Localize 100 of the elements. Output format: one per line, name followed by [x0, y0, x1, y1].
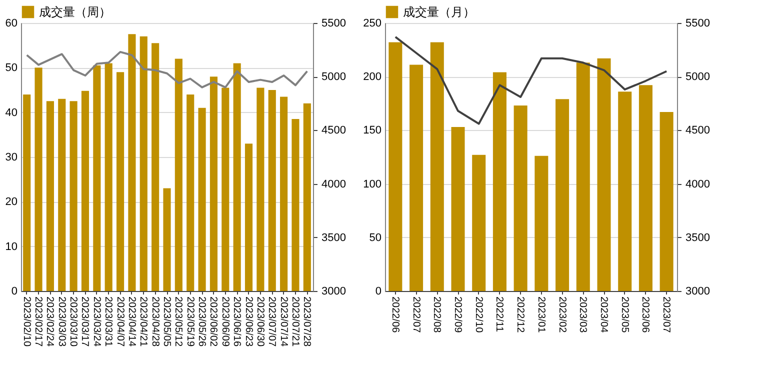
- x-tick-label: 2023/02/17: [32, 296, 44, 347]
- bar: [152, 43, 160, 291]
- bar: [46, 101, 54, 291]
- x-tick-label: 2023/03/31: [102, 296, 114, 347]
- y-tick-label: 0: [375, 286, 382, 298]
- y-tick-label: 50: [369, 232, 382, 244]
- y2-tick-label: 3000: [686, 286, 710, 298]
- x-tick-label: 2023/03/03: [56, 296, 67, 347]
- y-tick-label: 250: [363, 18, 382, 30]
- bar: [576, 62, 590, 291]
- legend-label: 成交量（月）: [403, 5, 475, 19]
- bar: [104, 63, 112, 291]
- x-tick-label: 2023/04: [598, 296, 609, 334]
- bar: [618, 92, 632, 291]
- bar: [534, 156, 548, 291]
- y2-tick-label: 5000: [322, 71, 346, 84]
- bar: [140, 36, 148, 291]
- y-tick-label: 60: [5, 18, 18, 30]
- x-tick-label: 2023/04/07: [114, 296, 126, 347]
- bar: [198, 108, 206, 291]
- bar: [70, 101, 78, 291]
- x-tick-label: 2023/03/17: [79, 296, 90, 347]
- x-tick-label: 2023/06/09: [219, 296, 230, 347]
- bar: [597, 58, 611, 291]
- x-tick-label: 2023/06: [640, 296, 651, 334]
- bar: [163, 188, 171, 291]
- y2-tick-label: 4500: [686, 124, 710, 137]
- x-tick-label: 2023/07/21: [289, 296, 300, 347]
- x-tick-label: 2023/03: [577, 296, 588, 334]
- x-tick-label: 2023/06/02: [208, 296, 219, 347]
- line-series: [394, 36, 668, 125]
- y-tick-label: 20: [5, 196, 18, 208]
- bar: [638, 85, 652, 291]
- y-tick-label: 150: [363, 124, 382, 137]
- bar: [81, 90, 90, 291]
- bar: [492, 72, 506, 291]
- x-tick-label: 2022/09: [452, 296, 463, 334]
- bar: [256, 88, 264, 291]
- y2-tick-label: 5000: [686, 71, 710, 84]
- bar: [93, 65, 101, 291]
- bar: [128, 34, 136, 291]
- y2-tick-label: 5500: [322, 18, 346, 30]
- bar: [303, 103, 311, 291]
- bar: [268, 90, 276, 291]
- y-tick-label: 0: [11, 286, 18, 298]
- bar: [292, 119, 300, 291]
- x-tick-label: 2022/07: [410, 296, 422, 334]
- bar: [388, 42, 402, 291]
- x-tick-label: 2023/07: [660, 296, 672, 334]
- y-tick-label: 40: [5, 106, 18, 119]
- x-tick-label: 2023/04/28: [149, 296, 160, 347]
- y-tick-label: 100: [363, 178, 382, 190]
- legend-label: 成交量（周）: [39, 5, 111, 19]
- x-tick-label: 2022/06: [389, 296, 400, 334]
- bar: [556, 99, 570, 291]
- x-tick-label: 2022/08: [431, 296, 442, 334]
- bar: [23, 94, 31, 291]
- x-tick-label: 2023/04/21: [138, 296, 149, 347]
- x-tick-label: 2023/02: [556, 296, 568, 334]
- x-tick-label: 2023/03/24: [90, 296, 102, 347]
- x-tick-label: 2023/05/12: [172, 296, 184, 347]
- x-tick-label: 2023/07/28: [301, 296, 312, 347]
- x-tick-label: 2023/03/10: [68, 296, 79, 347]
- y-tick-label: 200: [363, 71, 382, 84]
- bar: [210, 76, 218, 291]
- x-tick-label: 2023/05/05: [161, 296, 172, 347]
- x-tick-label: 2023/06/16: [231, 296, 242, 347]
- x-tick-label: 2023/05/19: [184, 296, 196, 347]
- x-tick-label: 2023/02/24: [44, 296, 56, 347]
- y-tick-label: 10: [5, 240, 18, 253]
- x-tick-label: 2023/07/14: [278, 296, 289, 347]
- x-tick-label: 2023/07/07: [266, 296, 278, 347]
- x-tick-label: 2023/01: [535, 296, 546, 334]
- bar: [222, 88, 230, 291]
- y2-tick-label: 5500: [686, 18, 710, 30]
- x-tick-label: 2022/12: [514, 296, 526, 334]
- bar: [472, 154, 486, 291]
- x-tick-label: 2023/06/23: [242, 296, 254, 347]
- x-tick-label: 2023/05: [618, 296, 630, 334]
- y-tick-label: 50: [5, 62, 18, 74]
- y2-tick-label: 4000: [322, 178, 346, 190]
- x-tick-label: 2022/10: [472, 296, 484, 334]
- bar: [280, 96, 288, 291]
- bar: [514, 106, 528, 291]
- bar: [451, 126, 465, 291]
- bar: [233, 63, 241, 291]
- bar: [174, 58, 182, 291]
- bar: [34, 68, 42, 291]
- x-tick-label: 2022/11: [494, 296, 505, 332]
- bar: [660, 112, 674, 291]
- x-tick-label: 2023/05/26: [196, 296, 208, 347]
- x-tick-label: 2023/02/10: [20, 296, 32, 347]
- x-tick-label: 2023/06/30: [254, 296, 266, 347]
- y2-tick-label: 3500: [686, 232, 710, 244]
- line-series: [26, 50, 308, 88]
- y2-tick-label: 4000: [686, 178, 710, 190]
- bar: [58, 98, 66, 291]
- y2-tick-label: 3500: [322, 232, 346, 244]
- bar: [116, 72, 124, 291]
- bar: [430, 42, 444, 291]
